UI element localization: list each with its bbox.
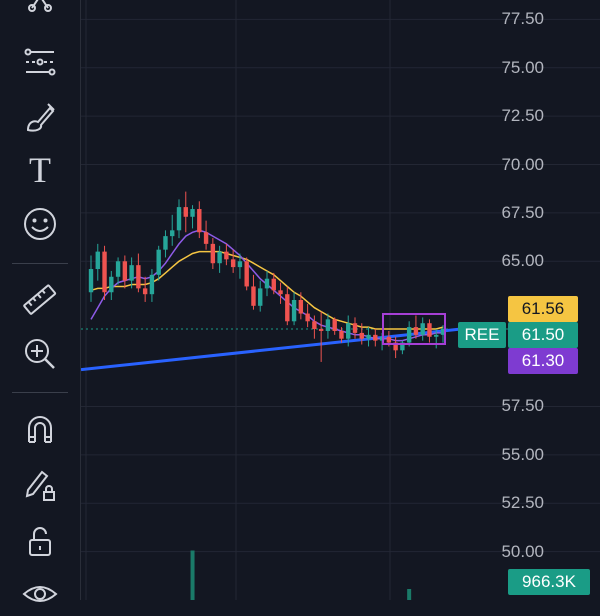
candle-body	[440, 329, 446, 335]
fib-retracement-tool-icon[interactable]	[16, 40, 64, 84]
candle-body	[142, 288, 148, 295]
candle-body	[122, 261, 128, 281]
toolbar-divider	[12, 263, 68, 264]
candle-body	[264, 278, 270, 289]
candle-body	[102, 251, 107, 293]
last-price-tag: 61.50	[508, 322, 578, 348]
candle-body	[318, 329, 324, 331]
emoji-tool-icon[interactable]	[16, 202, 64, 246]
candle-body	[359, 332, 364, 339]
volume-bar	[190, 550, 195, 600]
candle-body	[136, 265, 141, 289]
price-tick-label: 50.00	[501, 541, 544, 561]
candle-body	[325, 319, 331, 331]
volume-tag: 966.3K	[508, 569, 590, 595]
price-tick-label: 67.50	[501, 202, 544, 222]
candle-body	[197, 209, 202, 233]
text-tool-glyph: T	[29, 150, 51, 190]
support-trendline	[80, 327, 462, 372]
candle-body	[170, 230, 175, 237]
text-tool-icon[interactable]: T	[16, 148, 64, 192]
candle-body	[224, 251, 229, 260]
toolbar-divider	[12, 392, 68, 393]
candle-body	[203, 232, 209, 244]
candle-body	[251, 286, 256, 306]
candle-body	[129, 265, 134, 281]
volume-bar	[407, 589, 412, 600]
candle-body	[291, 300, 297, 322]
brush-tool-icon[interactable]	[16, 96, 64, 140]
price-tick-label: 72.50	[501, 106, 544, 126]
candle-body	[163, 236, 168, 250]
price-chart[interactable]	[80, 0, 600, 600]
price-tick-label: 52.50	[501, 493, 544, 513]
visibility-eye-icon[interactable]	[16, 572, 64, 616]
price-tick-label: 70.00	[501, 154, 544, 174]
candle-body	[406, 327, 412, 343]
candle-body	[115, 261, 121, 277]
candle-body	[237, 261, 243, 268]
price-tick-label: 55.00	[501, 444, 544, 464]
unlock-icon[interactable]	[16, 520, 64, 564]
candle-body	[95, 251, 100, 270]
candle-body	[258, 288, 263, 306]
candle-body	[413, 327, 419, 335]
candle-body	[230, 259, 236, 268]
candle-body	[217, 251, 222, 264]
candle-body	[332, 319, 337, 331]
candle-body	[339, 330, 344, 339]
zoom-in-icon[interactable]	[16, 332, 64, 376]
candle-body	[183, 207, 188, 217]
ma-fast-price-tag: 61.30	[508, 348, 578, 374]
candle-body	[373, 334, 378, 341]
selection-rectangle	[382, 313, 446, 345]
candle-body	[278, 290, 283, 295]
price-tick-label: 57.50	[501, 396, 544, 416]
candle-body	[210, 243, 216, 264]
candle-body	[312, 321, 317, 330]
candle-body	[393, 342, 398, 351]
ma-slow-price-tag: 61.56	[508, 296, 578, 322]
candle-body	[190, 209, 195, 217]
price-tick-label: 75.00	[501, 57, 544, 77]
candle-body	[156, 249, 161, 275]
price-tick-label: 65.00	[501, 251, 544, 271]
candle-body	[427, 323, 432, 337]
candle-body	[305, 313, 310, 322]
candle-body	[386, 336, 392, 343]
lock-drawings-icon[interactable]	[16, 462, 64, 506]
measure-ruler-icon[interactable]	[16, 278, 64, 322]
drawing-toolbar: T	[0, 0, 81, 602]
price-tick-label: 77.50	[501, 9, 544, 29]
symbol-tag: REE	[458, 322, 506, 348]
candle-body	[285, 294, 290, 322]
magnet-icon[interactable]	[16, 408, 64, 452]
candle-body	[271, 278, 276, 291]
candle-body	[346, 323, 351, 339]
chart-canvas[interactable]	[80, 0, 600, 600]
candle-body	[244, 261, 249, 287]
candle-body	[400, 342, 405, 351]
trend-line-tool-icon[interactable]	[16, 0, 64, 32]
candle-body	[352, 323, 358, 333]
candle-body	[434, 334, 439, 337]
candle-body	[88, 269, 94, 293]
candle-body	[366, 334, 371, 339]
candle-body	[109, 276, 114, 293]
candle-body	[298, 300, 304, 314]
candle-body	[149, 274, 155, 295]
candle-body	[176, 207, 182, 231]
candle-body	[420, 323, 425, 335]
